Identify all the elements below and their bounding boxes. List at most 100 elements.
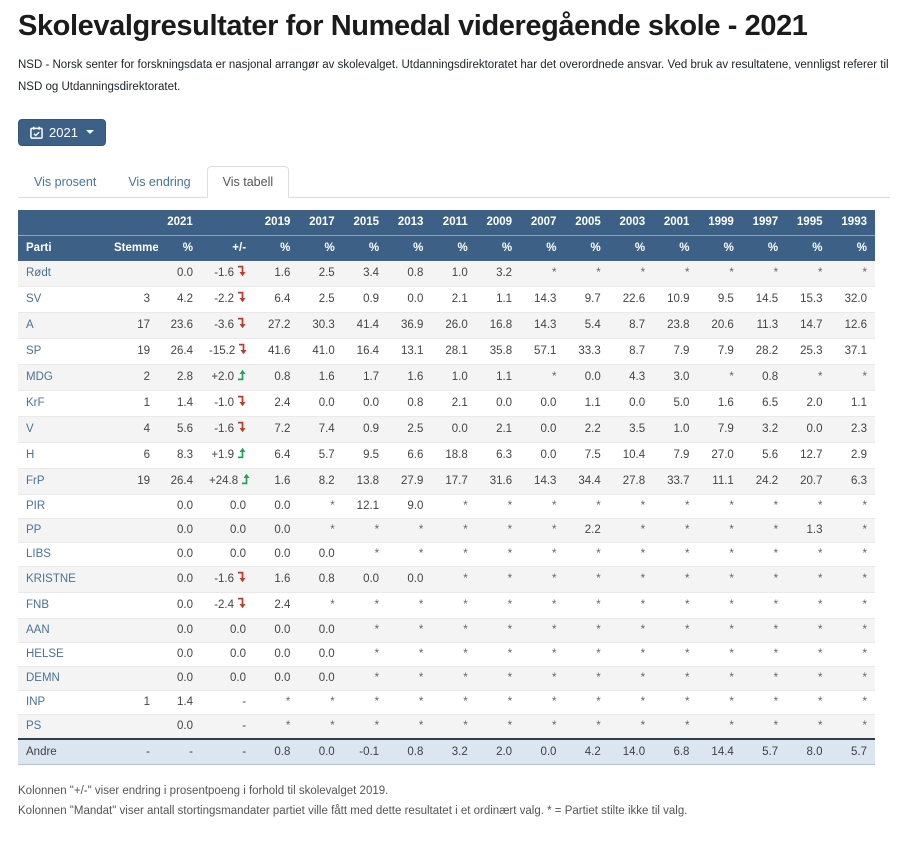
cell-year-2003: *	[608, 641, 654, 667]
cell-year-1997: *	[773, 267, 779, 280]
party-link-krf[interactable]: KrF	[18, 389, 107, 417]
cell-year-2013: 1.6	[387, 363, 432, 391]
cell-year-2001: 7.9	[653, 441, 698, 469]
year-pct-header-2003: %	[608, 235, 654, 261]
cell-change: -1.6	[201, 261, 254, 287]
footnote-mandat: Kolonnen "Mandat" viser antall stortings…	[18, 804, 688, 817]
party-link-pp[interactable]: PP	[18, 517, 107, 543]
cell-year-2015: *	[342, 541, 388, 567]
cell-change: 0.0	[201, 517, 255, 543]
party-link-mdg[interactable]: MDG	[18, 363, 107, 391]
cell-stemmer: 1	[106, 389, 159, 417]
change-value: -15.2	[209, 345, 236, 358]
cell-year-1993: *	[862, 267, 867, 280]
year-pct-header-1999: %	[697, 235, 742, 261]
column-header-change: +/-	[201, 235, 255, 261]
cell-year-2011: *	[431, 713, 476, 739]
cell-year-2017: *	[298, 713, 343, 739]
cell-year-1995: 8.0	[786, 737, 831, 765]
party-link-demn[interactable]: DEMN	[18, 665, 107, 691]
change-value: -1.6	[214, 267, 235, 280]
cell-year-2017: 30.3	[298, 311, 343, 339]
page-description: NSD - Norsk senter for forskningsdata er…	[18, 59, 889, 93]
party-link-sp[interactable]: SP	[18, 337, 107, 365]
party-link-aan[interactable]: AAN	[18, 617, 107, 643]
cell-year-2009: 3.2	[496, 267, 513, 280]
party-link-v[interactable]: V	[18, 415, 107, 443]
cell-year-2019: 7.2	[254, 415, 299, 443]
cell-year-2005: *	[564, 713, 609, 739]
cell-year-1999: *	[697, 541, 742, 567]
party-link-libs[interactable]: LIBS	[18, 541, 107, 567]
cell-year-1995: *	[786, 665, 831, 691]
cell-year-2015: 0.0	[342, 389, 388, 417]
cell-year-2019: 0.0	[254, 665, 299, 691]
cell-year-2003: 3.5	[608, 415, 654, 443]
table-row: PP 0.0 0.0 0.0 * * * * * * 2.2 * * * * 1.3 *	[18, 517, 875, 543]
cell-year-1995: *	[786, 565, 831, 593]
cell-year-2005: 7.5	[564, 441, 609, 469]
cell-year-2011: 28.1	[431, 337, 476, 365]
cell-year-2003: *	[608, 565, 654, 593]
cell-stemmer: 17	[106, 311, 159, 339]
table-row: V 4 5.6 -1.6 7.2 7.4 0.9 2.5 0.0 2.1 0.0 2.2 3.5 1.0 7…	[18, 415, 875, 443]
party-link-kristne[interactable]: KRISTNE	[18, 565, 107, 593]
party-link-h[interactable]: H	[18, 441, 107, 469]
cell-year-2005: *	[564, 641, 609, 667]
cell-year-2011: 18.8	[431, 441, 476, 469]
cell-year-2013: *	[387, 665, 432, 691]
change-value: -1.0	[214, 397, 235, 410]
change-value: -2.2	[214, 293, 235, 306]
tab-vis-prosent[interactable]: Vis prosent	[34, 174, 97, 189]
table-row: LIBS 0.0 0.0 0.0 0.0 * * * * * * * * * * * *	[18, 541, 875, 567]
party-link-sv[interactable]: SV	[18, 285, 107, 313]
cell-pct: 4.2	[158, 285, 202, 313]
cell-year-2003: 22.6	[608, 285, 654, 313]
party-link-inp[interactable]: INP	[18, 689, 107, 715]
cell-year-2001: *	[653, 617, 698, 643]
cell-year-1999: 27.0	[697, 441, 742, 469]
cell-year-2001: *	[653, 689, 698, 715]
year-header-2007: 2007	[520, 209, 565, 236]
cell-year-2005: *	[564, 591, 609, 619]
cell-year-2011: 26.0	[431, 311, 476, 339]
cell-year-2005: *	[564, 665, 609, 691]
cell-year-2017: 0.0	[298, 665, 343, 691]
cell-pct: 1.4	[158, 389, 202, 417]
party-link-a[interactable]: A	[18, 311, 107, 339]
tab-vis-tabell[interactable]: Vis tabell	[206, 165, 290, 198]
year-pct-header-1993: %	[830, 235, 875, 261]
party-link-helse[interactable]: HELSE	[18, 641, 107, 667]
cell-year-1995: *	[786, 689, 831, 715]
cell-year-2017: *	[298, 517, 343, 543]
cell-year-2017: 5.7	[298, 441, 343, 469]
table-row: FrP 19 26.4 +24.8 1.6 8.2 13.8 27.9 17.7 31.6 14.3…	[18, 467, 875, 495]
cell-year-1997: *	[741, 665, 787, 691]
cell-year-2003: *	[608, 541, 654, 567]
cell-pct: 0.0	[177, 267, 194, 280]
year-selector-button[interactable]: 2021	[18, 118, 106, 146]
cell-year-1999: *	[697, 565, 742, 593]
cell-year-2009: 1.1	[475, 285, 521, 313]
party-link-rødt[interactable]: Rødt	[26, 267, 51, 280]
party-link-ps[interactable]: PS	[18, 713, 107, 739]
cell-year-2001: 1.0	[653, 415, 698, 443]
column-header-parti: Parti	[18, 235, 107, 261]
arrow-down-icon	[237, 265, 246, 281]
cell-year-2013: *	[387, 617, 432, 643]
party-link-fnb[interactable]: FNB	[18, 591, 107, 619]
cell-year-1999: *	[697, 617, 742, 643]
cell-year-1993: *	[830, 665, 875, 691]
party-link-pir[interactable]: PIR	[18, 493, 107, 519]
cell-year-2001: *	[653, 565, 698, 593]
cell-year-1995: *	[786, 541, 831, 567]
cell-year-2013: *	[387, 641, 432, 667]
table-row: PIR 0.0 0.0 0.0 * 12.1 9.0 * * * * * * * * * *	[18, 493, 875, 519]
cell-change: -3.6	[201, 311, 255, 339]
total-row: Andre - - -0.8 0.0 -0.1 0.8 3.2 2.0 0.0 4.2 14.0 6.8…	[18, 737, 875, 765]
cell-year-2001: *	[653, 713, 698, 739]
cell-year-2011: 2.1	[431, 389, 476, 417]
party-link-frp[interactable]: FrP	[18, 467, 107, 495]
cell-pct: 0.0	[158, 493, 202, 519]
tab-vis-endring[interactable]: Vis endring	[128, 174, 191, 189]
